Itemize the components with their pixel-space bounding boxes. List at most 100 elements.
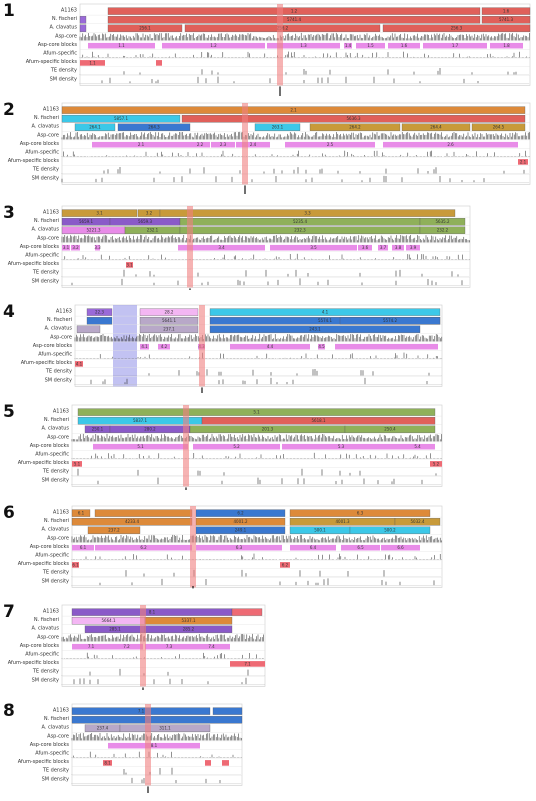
synteny-block	[419, 218, 466, 226]
track-label: N. fischeri	[44, 417, 69, 423]
spec-block-label: 1.1	[89, 60, 96, 65]
core-density-trace	[61, 234, 470, 243]
core-block-label: 6.4	[310, 545, 317, 550]
block-label: 264.2	[349, 125, 361, 130]
block-label: 2.1	[290, 107, 297, 112]
spec-block-label: 6.1	[72, 562, 79, 567]
asp-core-block	[140, 343, 149, 350]
te-density-trace	[71, 468, 441, 476]
asp-core-block	[358, 244, 372, 251]
core-block-label: 5.2	[233, 444, 240, 449]
track-label: Afum-specific blocks	[21, 360, 73, 366]
chromosome-panel-4: A1163 N. fischeri A. clavatus Asp-core Asp-c…	[21, 304, 443, 393]
core-block-label: 1.4	[345, 43, 352, 48]
synteny-block	[119, 724, 211, 732]
track-label: TE density	[32, 669, 59, 675]
asp-core-block	[270, 244, 357, 251]
track-label: Asp-core blocks	[20, 244, 60, 250]
centromere-highlight	[183, 405, 189, 487]
synteny-block	[394, 518, 441, 526]
afum-specific-density-trace	[79, 51, 530, 58]
te-density-trace	[61, 269, 469, 277]
asp-core-block	[110, 643, 143, 650]
block-label: 5618.1	[312, 418, 326, 423]
block-label: 4001.3	[336, 519, 350, 524]
afum-specific-block	[430, 461, 442, 467]
track-label: N. fischeri	[44, 518, 69, 524]
core-block-label: 1.3	[300, 43, 307, 48]
core-density-trace	[71, 534, 442, 543]
afum-specific-block	[75, 361, 83, 367]
track-label: Afum-specific blocks	[18, 460, 70, 466]
track-label: Afum-specific	[38, 352, 72, 358]
asp-core-block	[383, 141, 518, 148]
afum-specific-block	[72, 461, 82, 467]
synteny-block	[61, 209, 138, 217]
block-label: 237.4	[97, 726, 109, 731]
synteny-block	[382, 24, 531, 32]
afum-specific-block	[126, 262, 133, 268]
afum-specific-block	[205, 760, 211, 766]
spec-block-label: 4.1	[76, 361, 83, 366]
block-label: 250.4	[384, 427, 396, 432]
afum-specific-block	[518, 159, 528, 165]
synteny-block	[209, 308, 441, 316]
core-density-trace	[79, 32, 530, 41]
synteny-block	[77, 408, 436, 416]
synteny-block	[401, 123, 471, 131]
synteny-block	[107, 24, 183, 32]
block-label: 280.2	[144, 427, 156, 432]
track-label: A. clavatus	[45, 326, 73, 332]
te-density-trace	[74, 369, 442, 376]
synteny-block	[201, 417, 436, 425]
track-label: SM density	[42, 776, 69, 782]
afum-specific-block	[280, 562, 290, 568]
core-block-label: 3.2	[72, 245, 79, 250]
synteny-block	[107, 7, 481, 15]
centromere-highlight	[277, 4, 283, 86]
block-label: 232.3	[294, 228, 306, 233]
block-label: 311.1	[159, 726, 171, 731]
block-label: 5857.1	[114, 116, 128, 121]
core-block-label: 1.5	[367, 43, 374, 48]
core-block-label: 6.2	[140, 545, 147, 550]
afum-specific-density-trace	[71, 553, 442, 560]
te-density-trace	[61, 167, 529, 174]
synteny-block	[254, 123, 301, 131]
track-label: Asp-core	[55, 33, 77, 39]
core-block-label: 3.9	[410, 245, 417, 250]
block-label: 5664.1	[102, 618, 116, 623]
core-block-label: 7.1	[88, 644, 95, 649]
core-block-label: 1.1	[118, 43, 125, 48]
asp-core-block	[193, 643, 230, 650]
block-label: 237.1	[163, 327, 175, 332]
core-block-label: 2.3	[220, 142, 227, 147]
track-label: Afum-specific	[25, 652, 59, 658]
block-label: 28.2	[165, 309, 174, 314]
panel-frame	[71, 703, 243, 786]
synteny-block	[481, 7, 531, 15]
track-label: Afum-specific blocks	[18, 759, 70, 765]
synteny-block	[139, 308, 199, 316]
core-block-label: 5.3	[338, 444, 345, 449]
spec-block-label: 7.1	[244, 661, 251, 666]
track-label: Afum-specific blocks	[8, 158, 60, 164]
block-label: 6.2	[237, 510, 244, 515]
block-label: 5659.1	[79, 219, 93, 224]
core-block-label: 6.6	[397, 545, 404, 550]
track-label: A1163	[43, 210, 59, 216]
track-label: A1163	[43, 609, 59, 615]
block-label: 232.1	[147, 228, 159, 233]
track-label: Afum-specific blocks	[26, 59, 78, 65]
block-label: 5574.2	[383, 318, 397, 323]
block-label: 249.1	[235, 528, 247, 533]
synteny-block	[471, 123, 526, 131]
block-label: 5641.1	[162, 318, 176, 323]
block-label: 285.2	[183, 627, 195, 632]
core-block-label: 2.5	[327, 142, 334, 147]
asp-core-block	[95, 244, 100, 251]
track-label: Afum-specific	[25, 253, 59, 259]
track-label: A. clavatus	[32, 124, 60, 130]
asp-core-block	[335, 343, 438, 350]
